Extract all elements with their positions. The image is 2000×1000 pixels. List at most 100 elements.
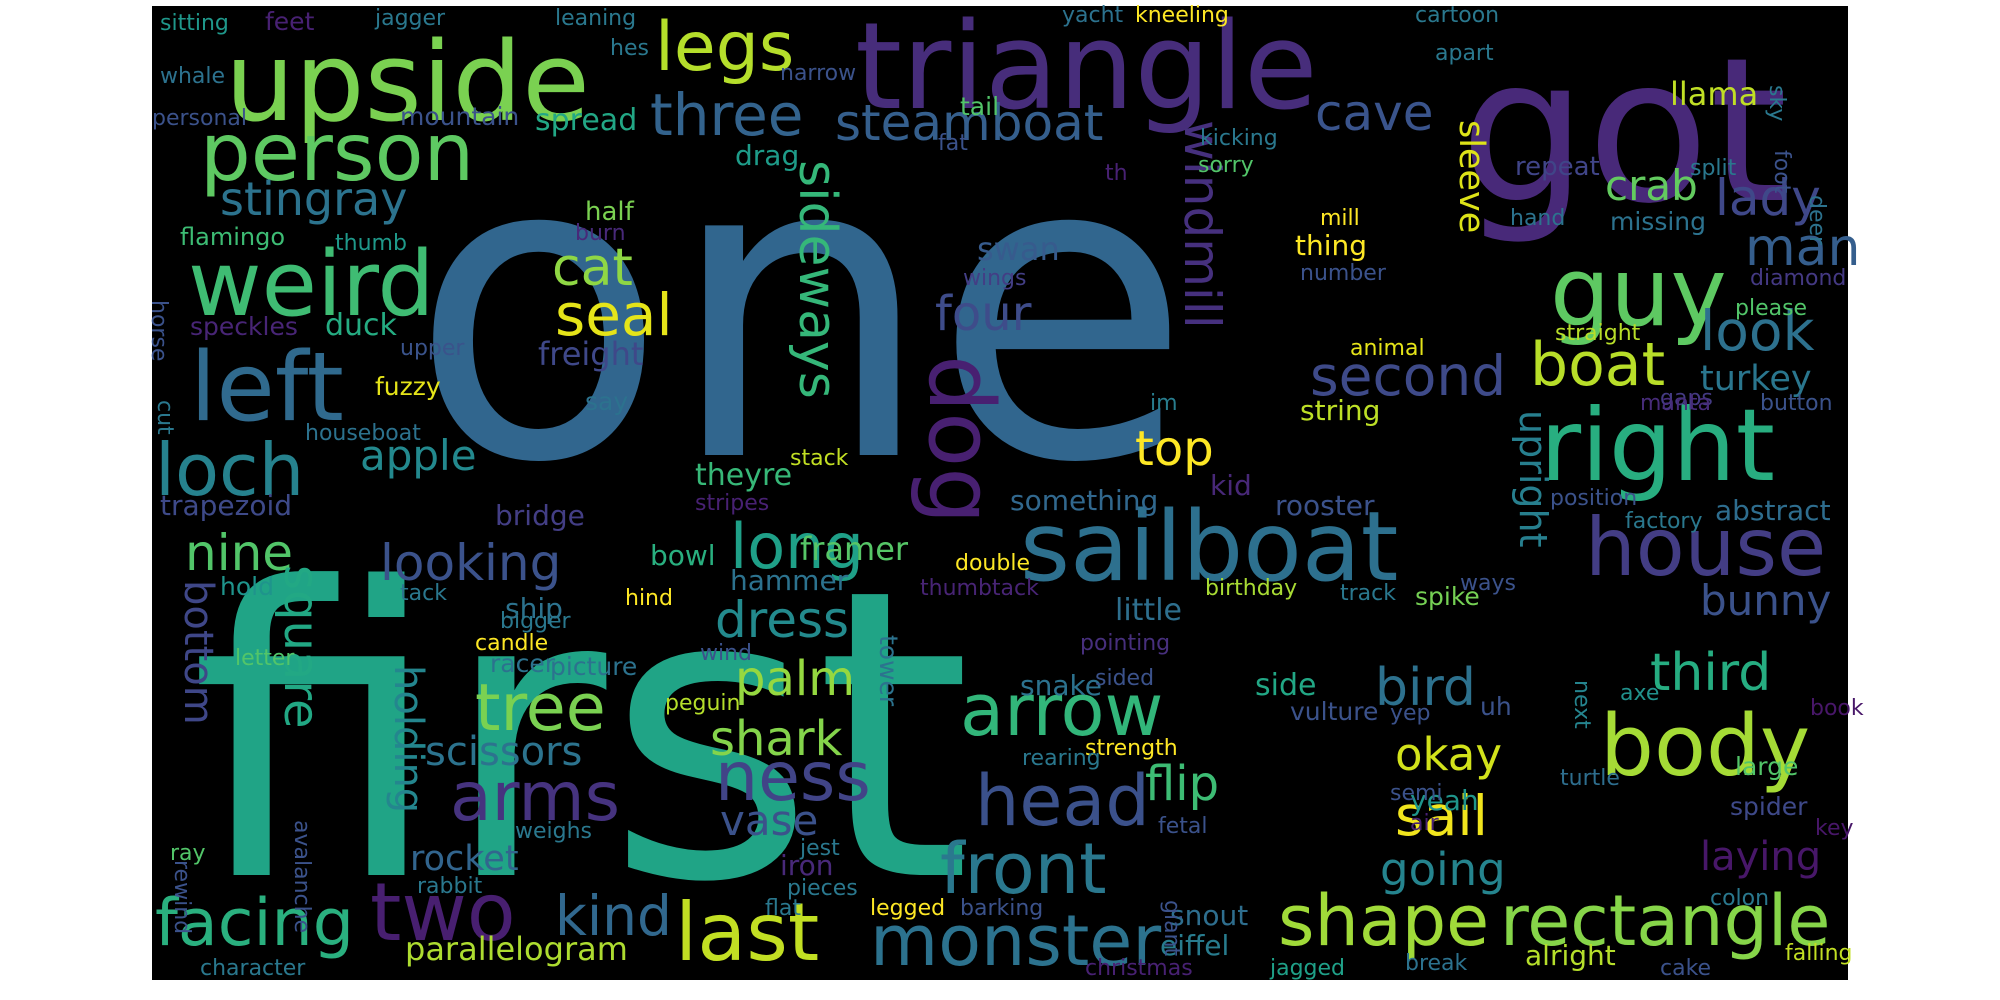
word-side: side: [1255, 668, 1316, 703]
word-barking: barking: [960, 896, 1043, 921]
word-sorry: sorry: [1198, 153, 1254, 178]
word-uh: uh: [1480, 692, 1512, 721]
word-personal: personal: [152, 106, 247, 131]
word-framer: framer: [800, 530, 909, 568]
word-shark: shark: [710, 711, 843, 767]
word-two: two: [370, 866, 516, 959]
word-sitting: sitting: [160, 11, 229, 36]
word-jagged: jagged: [1269, 956, 1345, 981]
word-ship: ship: [505, 592, 563, 625]
word-drag: drag: [735, 139, 799, 172]
word-person: person: [200, 106, 474, 199]
word-upside: upside: [225, 18, 590, 146]
word-number: number: [1300, 261, 1387, 286]
word-please: please: [1735, 296, 1807, 321]
word-man: man: [1745, 218, 1860, 278]
word-seal: seal: [555, 281, 673, 349]
word-nine: nine: [185, 524, 293, 582]
word-upright: upright: [1511, 410, 1555, 548]
word-im: im: [1150, 391, 1178, 416]
word-cat: cat: [552, 238, 633, 298]
word-sailboat: sailboat: [1020, 491, 1398, 603]
word-turtle: turtle: [1560, 766, 1620, 791]
word-look: look: [1700, 299, 1815, 363]
word-bird: bird: [1375, 658, 1476, 718]
word-leaning: leaning: [555, 6, 636, 31]
word-foot: foot: [1769, 150, 1794, 194]
word-hand: hand: [1510, 206, 1565, 231]
word-missing: missing: [1610, 207, 1706, 236]
word-hind: hind: [625, 586, 673, 611]
word-sail: sail: [1395, 784, 1488, 848]
word-right: right: [1540, 387, 1775, 504]
word-next: next: [1569, 680, 1594, 729]
word-stack: stack: [790, 446, 849, 471]
word-legs: legs: [655, 8, 794, 87]
word-thumbtack: thumbtack: [920, 576, 1039, 601]
word-position: position: [1550, 486, 1637, 511]
word-eiffel: eiffel: [1160, 929, 1229, 962]
word-tower: tower: [874, 635, 903, 707]
word-going: going: [1380, 843, 1506, 896]
word-falling: falling: [1785, 941, 1852, 966]
word-wind: wind: [700, 641, 752, 666]
word-burn: burn: [575, 221, 626, 246]
word-facing: facing: [155, 886, 354, 961]
word-rooster: rooster: [1275, 489, 1375, 522]
word-strength: strength: [1085, 736, 1178, 761]
word-four: four: [935, 286, 1032, 342]
word-candle: candle: [475, 631, 548, 656]
word-th: th: [1105, 161, 1128, 186]
word-hammer: hammer: [730, 564, 849, 597]
word-turkey: turkey: [1700, 359, 1812, 399]
word-string: string: [1300, 394, 1380, 427]
word-crab: crab: [1605, 161, 1698, 210]
word-say: say: [585, 387, 628, 416]
word-bowl: bowl: [650, 539, 716, 572]
word-apple: apple: [360, 431, 477, 480]
word-swan: swan: [977, 230, 1060, 268]
word-deer: deer: [1804, 195, 1829, 246]
word-kind: kind: [555, 884, 672, 948]
word-letter: letter: [235, 646, 295, 671]
word-thumb: thumb: [335, 231, 407, 256]
word-yacht: yacht: [1062, 3, 1124, 28]
word-got: got: [1460, 15, 1788, 248]
word-kneeling: kneeling: [1135, 3, 1229, 28]
word-rectangle: rectangle: [1500, 880, 1830, 962]
word-axe: axe: [1620, 681, 1659, 706]
word-snout: snout: [1170, 899, 1248, 932]
word-hes: hes: [610, 36, 649, 61]
word-snake: snake: [1020, 669, 1102, 702]
word-cloud-background: [152, 6, 1848, 980]
word-animal: animal: [1350, 336, 1425, 361]
word-sideways: sideways: [787, 160, 847, 399]
word-pieces: pieces: [787, 876, 858, 901]
word-stingray: stingray: [220, 172, 407, 226]
word-house: house: [1585, 501, 1826, 594]
word-air: air: [1410, 811, 1440, 836]
word-left: left: [190, 333, 344, 443]
word-rewind: rewind: [169, 860, 194, 934]
word-rabbit: rabbit: [417, 874, 483, 899]
word-theyre: theyre: [695, 458, 792, 493]
word-racer: racer: [490, 649, 556, 678]
word-hold: hold: [220, 572, 274, 601]
word-sided: sided: [1095, 666, 1154, 691]
word-weighs: weighs: [515, 819, 592, 844]
word-break: break: [1405, 951, 1468, 976]
word-flamingo: flamingo: [180, 223, 285, 251]
word-feet: feet: [265, 7, 315, 36]
word-spike: spike: [1415, 582, 1480, 611]
word-kicking: kicking: [1200, 126, 1278, 151]
word-duck: duck: [325, 308, 398, 343]
word-large: large: [1735, 752, 1798, 781]
word-scissors: scissors: [425, 729, 582, 775]
word-boat: boat: [1530, 330, 1665, 400]
word-double: double: [955, 551, 1030, 576]
word-third: third: [1650, 643, 1771, 703]
word-head: head: [975, 760, 1150, 842]
word-speckles: speckles: [190, 312, 298, 341]
